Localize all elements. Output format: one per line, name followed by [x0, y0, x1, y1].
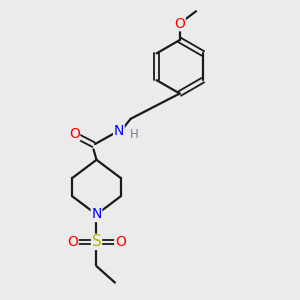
Text: H: H — [130, 128, 139, 141]
Text: O: O — [174, 17, 185, 31]
Text: O: O — [115, 235, 126, 249]
Text: N: N — [91, 208, 102, 221]
Text: S: S — [92, 234, 101, 249]
Text: N: N — [114, 124, 124, 138]
Text: O: O — [67, 235, 78, 249]
Text: O: O — [69, 127, 80, 141]
